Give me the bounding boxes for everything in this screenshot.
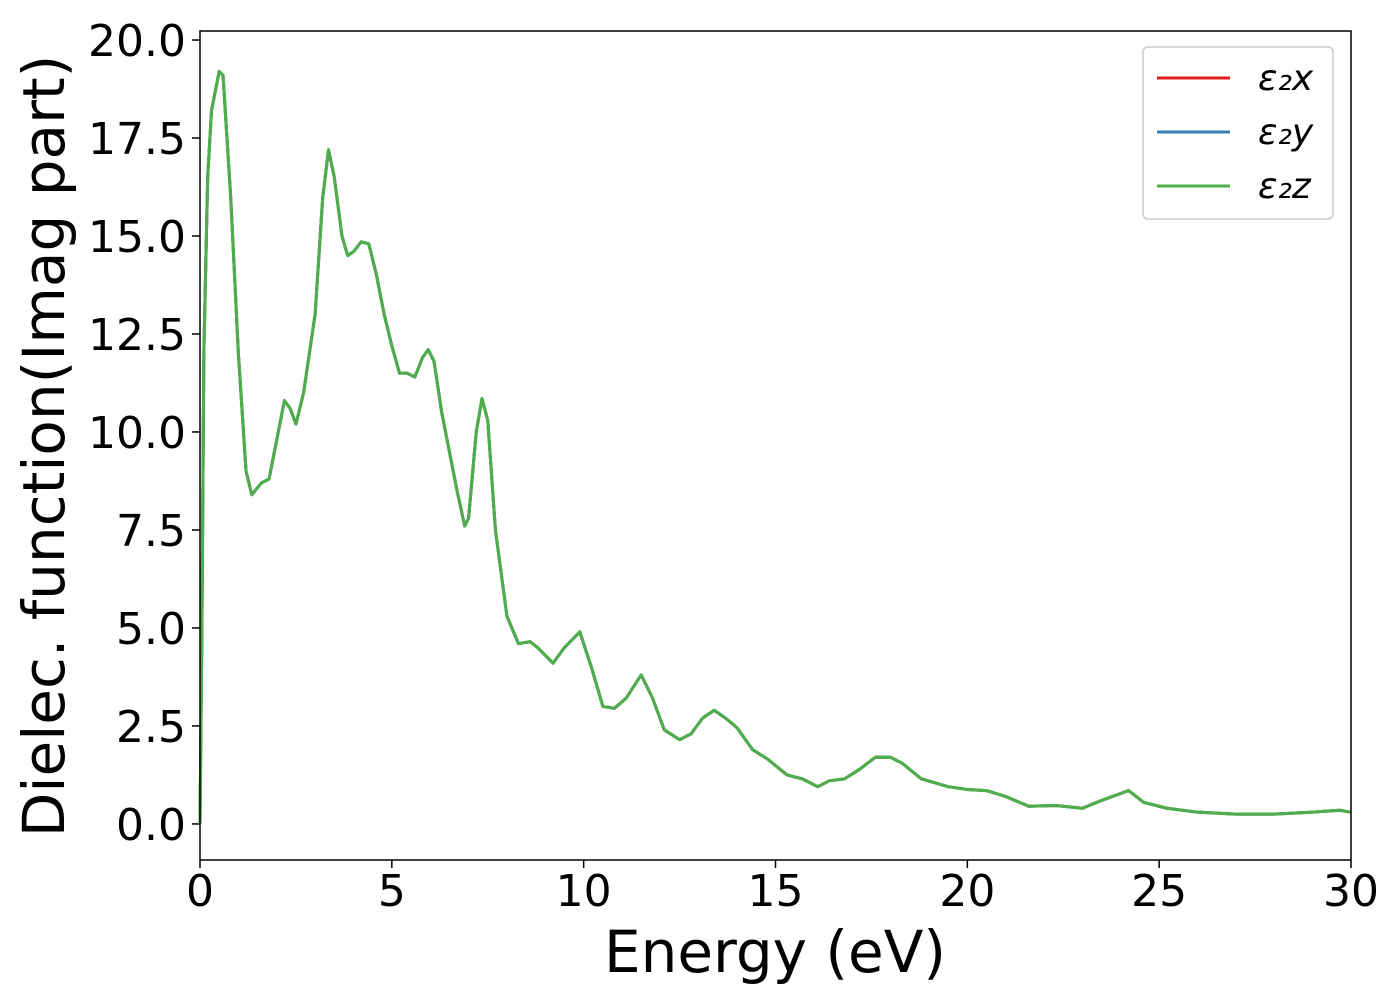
x-tick-label: 10 [556, 866, 612, 917]
x-tick-label: 30 [1323, 866, 1379, 917]
y-tick-label: 0.0 [116, 800, 186, 851]
x-tick-label: 0 [186, 866, 214, 917]
y-axis-label: Dielec. function(Imag part) [10, 55, 78, 838]
legend-label: ε₂x [1258, 58, 1314, 99]
y-tick-label: 10.0 [88, 408, 186, 459]
x-tick-label: 20 [939, 866, 995, 917]
legend-label: ε₂y [1258, 112, 1314, 153]
y-tick-label: 7.5 [116, 506, 186, 557]
y-tick-label: 12.5 [88, 310, 186, 361]
series-line [198, 69, 1352, 824]
y-tick-label: 5.0 [116, 604, 186, 655]
y-tick-label: 2.5 [116, 702, 186, 753]
y-tick-label: 17.5 [88, 114, 186, 165]
x-tick-label: 15 [748, 866, 804, 917]
x-tick-label: 25 [1131, 866, 1187, 917]
legend-box [1142, 46, 1334, 220]
x-axis-label: Energy (eV) [604, 918, 946, 986]
legend-label: ε₂z [1258, 166, 1312, 207]
axes-frame [199, 30, 1352, 861]
y-tick-label: 15.0 [88, 212, 186, 263]
y-tick-label: 20.0 [88, 16, 186, 67]
x-tick-label: 5 [378, 866, 406, 917]
